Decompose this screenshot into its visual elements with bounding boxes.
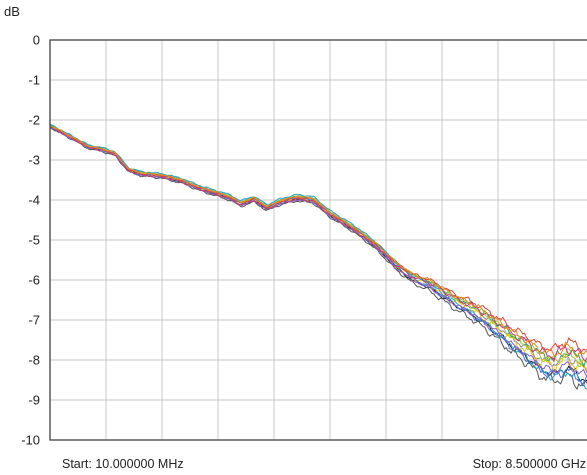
- series-line: [49, 125, 587, 386]
- y-tick-label: -6: [28, 273, 40, 288]
- y-tick-label: -4: [28, 193, 40, 208]
- series-line: [49, 126, 587, 373]
- series-line: [49, 123, 587, 390]
- grid: [50, 40, 587, 440]
- y-axis-unit-label: dB: [4, 4, 20, 19]
- y-tick-labels: 0 -1 -2 -3 -4 -5 -6 -7 -8 -9 -10: [21, 33, 40, 448]
- series-group: [49, 123, 587, 390]
- series-line: [49, 125, 587, 382]
- y-tick-label: -2: [28, 113, 40, 128]
- y-tick-label: -5: [28, 233, 40, 248]
- y-tick-label: -7: [28, 313, 40, 328]
- series-line: [49, 127, 587, 390]
- series-line: [49, 126, 587, 377]
- series-line: [49, 124, 587, 367]
- series-line: [49, 124, 587, 354]
- y-tick-label: -1: [28, 73, 40, 88]
- stop-frequency-label: Stop: 8.500000 GHz: [473, 457, 586, 471]
- start-frequency-label: Start: 10.000000 MHz: [62, 457, 184, 471]
- series-line: [49, 125, 587, 358]
- y-tick-label: -3: [28, 153, 40, 168]
- y-tick-label: -8: [28, 353, 40, 368]
- y-tick-label: -10: [21, 433, 40, 448]
- y-tick-label: -9: [28, 393, 40, 408]
- y-tick-label: 0: [33, 33, 40, 48]
- series-line: [49, 124, 587, 374]
- plot-frame: [49, 39, 587, 441]
